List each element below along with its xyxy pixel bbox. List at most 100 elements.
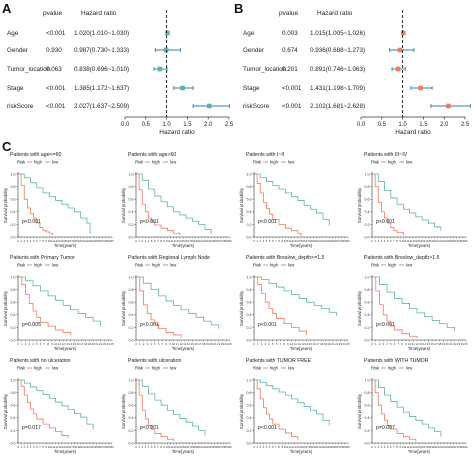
x-tick-label: 4	[268, 342, 270, 346]
x-tick-label: 22	[85, 239, 89, 243]
x-tick-label: 13	[65, 342, 69, 346]
x-tick-label: 9	[163, 445, 165, 449]
x-tick-label: 30	[228, 239, 232, 243]
x-tick-label: 14	[296, 239, 300, 243]
legend-title: Risk	[253, 366, 262, 371]
x-axis-title: Time(years)	[290, 449, 313, 454]
y-tick-label: 0.6	[129, 301, 134, 305]
pvalue-annotation: p<0.001	[376, 322, 395, 328]
x-tick-label: 6	[276, 342, 278, 346]
legend-high-label: high	[270, 366, 279, 371]
x-tick-label: 26	[98, 239, 102, 243]
x-tick-label: 4	[32, 342, 34, 346]
x-tick-label: 18	[73, 445, 77, 449]
y-tick-label: 1.0	[247, 378, 252, 382]
x-tick-label: 30	[464, 239, 468, 243]
x-tick-label: 16	[67, 239, 71, 243]
x-tick-label: 18	[73, 239, 77, 243]
x-tick-label: 1	[257, 342, 259, 346]
x-tick-label: 6	[36, 239, 38, 243]
hazard-ratio-point	[400, 30, 406, 36]
x-tick-label: 15	[181, 445, 185, 449]
hazard-ratio-header: Hazard ratio	[81, 10, 117, 17]
subplot-title: Patients with Primary Tumor	[10, 255, 75, 261]
legend-high-label: high	[34, 160, 43, 165]
x-tick-label: 24	[343, 342, 347, 346]
y-tick-label: 0.8	[365, 288, 370, 292]
x-tick-label: 14	[69, 342, 73, 346]
pvalue-value: <0.001	[282, 85, 302, 92]
y-tick-label: 0.6	[247, 198, 252, 202]
x-tick-label: 15	[63, 445, 67, 449]
x-tick-label: 21	[95, 342, 99, 346]
x-tick-label: 19	[442, 342, 446, 346]
x-tick-label: 20	[210, 342, 214, 346]
x-tick-label: 20	[197, 239, 201, 243]
x-tick-label: 15	[181, 239, 185, 243]
y-tick-label: 0.8	[365, 391, 370, 395]
x-tick-label: 10	[166, 445, 170, 449]
x-tick-label: 15	[299, 239, 303, 243]
x-tick-label: 5	[387, 445, 389, 449]
x-tick-label: 17	[70, 445, 74, 449]
x-tick-label: 23	[206, 445, 210, 449]
y-tick-label: 1.0	[11, 172, 16, 176]
x-tick-label: 24	[92, 445, 96, 449]
x-tick-label: 23	[103, 342, 107, 346]
x-tick-label: 7	[44, 342, 46, 346]
x-tick-label: 7	[393, 445, 395, 449]
x-tick-label: 29	[343, 239, 347, 243]
x-tick-label: 24	[92, 239, 96, 243]
x-axis-title: Time(years)	[408, 346, 431, 351]
x-tick-label: 13	[175, 445, 179, 449]
x-tick-label: 6	[154, 239, 156, 243]
hazard-ratio-value: 0.891(0.746~1.063)	[310, 66, 365, 73]
x-tick-label: 9	[45, 445, 47, 449]
y-tick-label: 0.6	[365, 198, 370, 202]
x-tick-label: 14	[60, 445, 64, 449]
x-tick-label: 5	[154, 342, 156, 346]
x-tick-label: 25	[110, 342, 114, 346]
x-tick-label: 12	[172, 239, 176, 243]
survival-curve-high	[136, 173, 181, 236]
x-tick-label: 6	[390, 445, 392, 449]
x-axis-title: Time(years)	[54, 346, 77, 351]
survival-curve-high	[18, 276, 72, 335]
x-tick-label: 17	[434, 342, 438, 346]
x-tick-label: 22	[321, 239, 325, 243]
y-axis-title: Survival probability	[3, 290, 8, 326]
y-tick-label: 0.2	[11, 326, 16, 330]
pvalue-value: 0.674	[282, 47, 298, 54]
x-tick-label: 2	[141, 445, 143, 449]
x-tick-label: 9	[51, 342, 53, 346]
y-tick-label: 0.6	[11, 198, 16, 202]
x-tick-label: 10	[48, 239, 52, 243]
x-tick-label: 4	[30, 445, 32, 449]
x-tick-label: 21	[82, 239, 86, 243]
variable-label: Tumor_location	[243, 66, 287, 73]
x-tick-label: 5	[390, 342, 392, 346]
x-tick-label: 17	[198, 342, 202, 346]
y-tick-label: 0.4	[247, 210, 252, 214]
x-tick-label: 3	[27, 239, 29, 243]
survival-curve-low	[254, 276, 338, 317]
subplot-title: Patients with Breslow_depth>1.5	[364, 255, 440, 261]
survival-curve-low	[254, 173, 330, 226]
x-tick-label: 3	[263, 239, 265, 243]
x-tick-label: 24	[461, 342, 465, 346]
x-tick-label: 26	[334, 445, 338, 449]
y-tick-label: 0.4	[365, 313, 370, 317]
x-tick-label: 23	[339, 342, 343, 346]
x-tick-label: 1.5	[183, 122, 192, 128]
hazard-ratio-point	[180, 85, 185, 91]
x-tick-label: 10	[290, 342, 294, 346]
x-tick-label: 0	[371, 445, 373, 449]
pvalue-annotation: p<0.001	[140, 425, 159, 431]
x-tick-label: 20	[433, 239, 437, 243]
x-tick-label: 8	[278, 239, 280, 243]
x-tick-label: 18	[320, 342, 324, 346]
x-tick-label: 10	[48, 445, 52, 449]
survival-curve-high	[254, 173, 302, 236]
variable-label: Stage	[243, 85, 260, 92]
y-axis-title: Survival probability	[357, 290, 362, 326]
